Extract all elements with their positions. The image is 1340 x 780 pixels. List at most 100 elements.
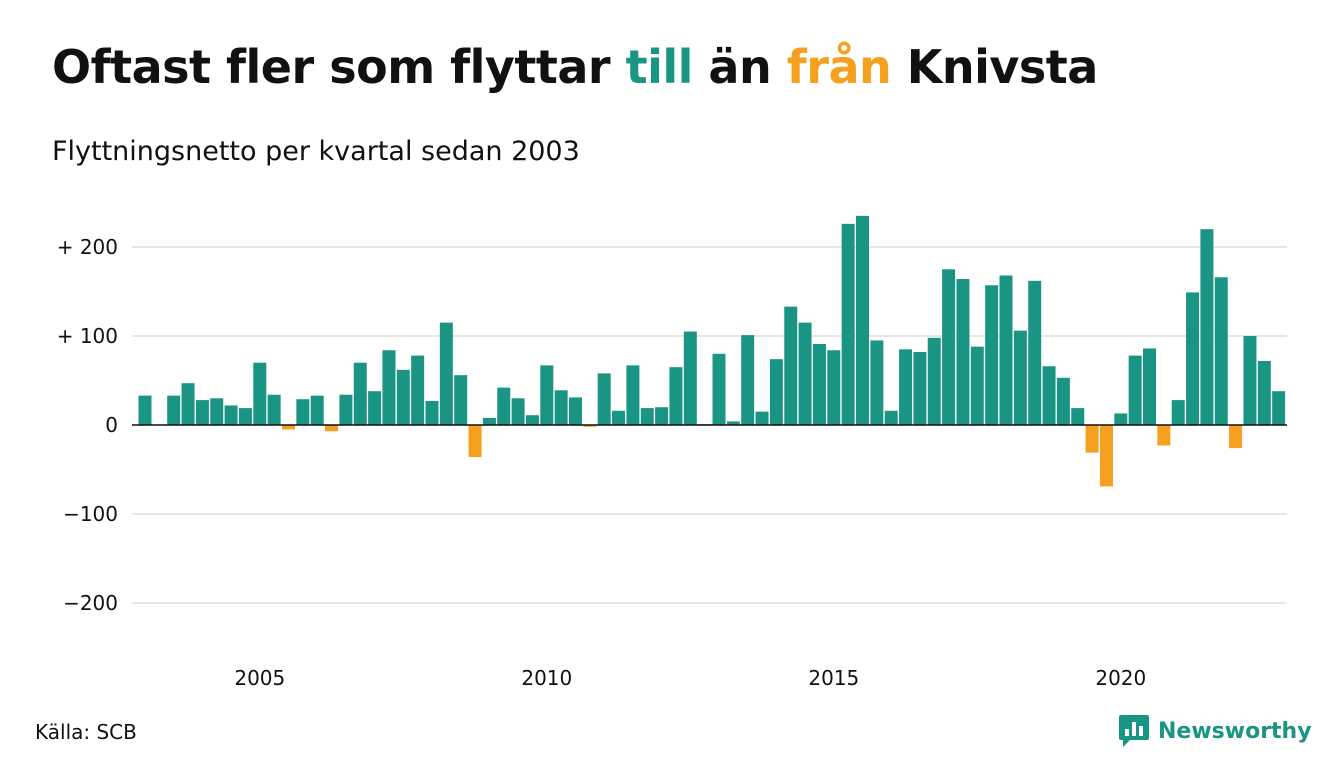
bar-positive bbox=[913, 352, 927, 425]
bar-positive bbox=[970, 346, 984, 425]
title-highlight-till: till bbox=[625, 40, 694, 94]
bar-positive bbox=[899, 349, 913, 425]
bar-positive bbox=[181, 383, 195, 425]
bar-positive bbox=[626, 365, 640, 425]
bar-positive bbox=[569, 397, 582, 425]
bar-positive bbox=[640, 408, 654, 425]
bar-positive bbox=[1042, 366, 1056, 425]
bar-positive bbox=[726, 421, 740, 425]
bar-positive bbox=[482, 417, 496, 425]
bar-positive bbox=[942, 269, 956, 425]
bar-positive bbox=[382, 350, 396, 425]
bar-positive bbox=[454, 375, 468, 425]
title-highlight-fran: från bbox=[786, 40, 892, 94]
bar-positive bbox=[999, 275, 1013, 425]
bar-positive bbox=[1186, 292, 1200, 425]
axes: + 200 + 100 0 −100 −200 2005 2010 2015 2020 bbox=[57, 235, 1287, 690]
bar-positive bbox=[755, 411, 769, 425]
bar-positive bbox=[1114, 413, 1128, 425]
bar-positive bbox=[497, 387, 511, 425]
bar-positive bbox=[554, 390, 568, 425]
bar-positive bbox=[597, 373, 611, 425]
bar-positive bbox=[1143, 348, 1156, 425]
bar-positive bbox=[784, 306, 798, 425]
bar-negative bbox=[325, 425, 339, 432]
bar-chart: + 200 + 100 0 −100 −200 2005 2010 2015 2020 bbox=[57, 215, 1287, 690]
title-part-2: än bbox=[692, 40, 787, 94]
bar-positive bbox=[985, 285, 999, 425]
y-tick-label: −100 bbox=[63, 502, 118, 526]
bar-positive bbox=[310, 395, 324, 425]
bar-positive bbox=[1071, 408, 1085, 425]
bar-positive bbox=[769, 359, 783, 425]
bar-positive bbox=[525, 415, 539, 425]
newsworthy-logo: Newsworthy bbox=[1118, 714, 1312, 748]
title-part-3: Knivsta bbox=[891, 40, 1099, 94]
bar-positive bbox=[511, 398, 525, 425]
bar-positive bbox=[798, 322, 812, 425]
x-tick-label: 2005 bbox=[234, 666, 285, 690]
bar-negative bbox=[583, 425, 597, 427]
bar-negative bbox=[282, 425, 295, 430]
bar-positive bbox=[353, 362, 367, 425]
bar-positive bbox=[1257, 360, 1271, 425]
grid-lines bbox=[132, 246, 1287, 604]
bar-positive bbox=[884, 410, 898, 425]
bar-negative bbox=[1229, 425, 1243, 449]
bar-negative bbox=[1099, 425, 1113, 487]
chart-subtitle: Flyttningsnetto per kvartal sedan 2003 bbox=[52, 136, 580, 167]
bar-positive bbox=[956, 279, 970, 425]
bar-chart-speech-bubble-icon bbox=[1119, 715, 1149, 747]
bar-negative bbox=[1157, 425, 1171, 446]
bar-negative bbox=[1085, 425, 1099, 453]
bar-positive bbox=[1243, 336, 1257, 425]
bar-positive bbox=[1013, 330, 1027, 425]
y-tick-label: 0 bbox=[105, 413, 118, 437]
x-tick-label: 2020 bbox=[1095, 666, 1146, 690]
y-tick-label: + 200 bbox=[57, 235, 118, 259]
bar-positive bbox=[296, 399, 310, 425]
bar-positive bbox=[683, 331, 697, 425]
bar-positive bbox=[1128, 355, 1142, 425]
x-tick-label: 2015 bbox=[808, 666, 859, 690]
bar-positive bbox=[741, 335, 755, 425]
bar-positive bbox=[167, 395, 181, 425]
bar-positive bbox=[368, 391, 382, 425]
y-tick-label: + 100 bbox=[57, 324, 118, 348]
x-tick-label: 2010 bbox=[521, 666, 572, 690]
bar-positive bbox=[224, 405, 238, 425]
bar-positive bbox=[238, 408, 252, 425]
bar-positive bbox=[1214, 277, 1228, 425]
bar-positive bbox=[712, 353, 726, 425]
bar-positive bbox=[439, 322, 453, 425]
bar-positive bbox=[425, 400, 439, 425]
bar-positive bbox=[540, 365, 554, 425]
bar-positive bbox=[1171, 400, 1185, 425]
bar-positive bbox=[1056, 377, 1070, 425]
bar-positive bbox=[138, 395, 152, 425]
bar-positive bbox=[927, 337, 941, 425]
brand-name: Newsworthy bbox=[1158, 718, 1312, 744]
bar-positive bbox=[612, 410, 626, 425]
bar-positive bbox=[812, 344, 826, 425]
bar-positive bbox=[870, 340, 884, 425]
bar-positive bbox=[339, 394, 353, 425]
y-tick-label: −200 bbox=[63, 591, 118, 615]
bar-positive bbox=[253, 362, 267, 425]
bar-positive bbox=[396, 369, 410, 425]
title-part-1: Oftast fler som flyttar bbox=[52, 40, 626, 94]
bar-positive bbox=[856, 215, 869, 425]
bar-positive bbox=[1272, 391, 1286, 425]
bar-negative bbox=[468, 425, 482, 458]
bar-positive bbox=[1028, 280, 1042, 425]
bar-positive bbox=[841, 223, 855, 425]
bar-positive bbox=[655, 407, 669, 425]
bar-positive bbox=[195, 400, 209, 425]
chart-title: Oftast fler som flyttar till än från Kni… bbox=[52, 40, 1098, 94]
source-label: Källa: SCB bbox=[35, 720, 137, 744]
bar-positive bbox=[827, 350, 841, 425]
bar-positive bbox=[267, 394, 281, 425]
bars bbox=[138, 215, 1286, 487]
bar-positive bbox=[669, 367, 683, 425]
bar-positive bbox=[411, 355, 425, 425]
